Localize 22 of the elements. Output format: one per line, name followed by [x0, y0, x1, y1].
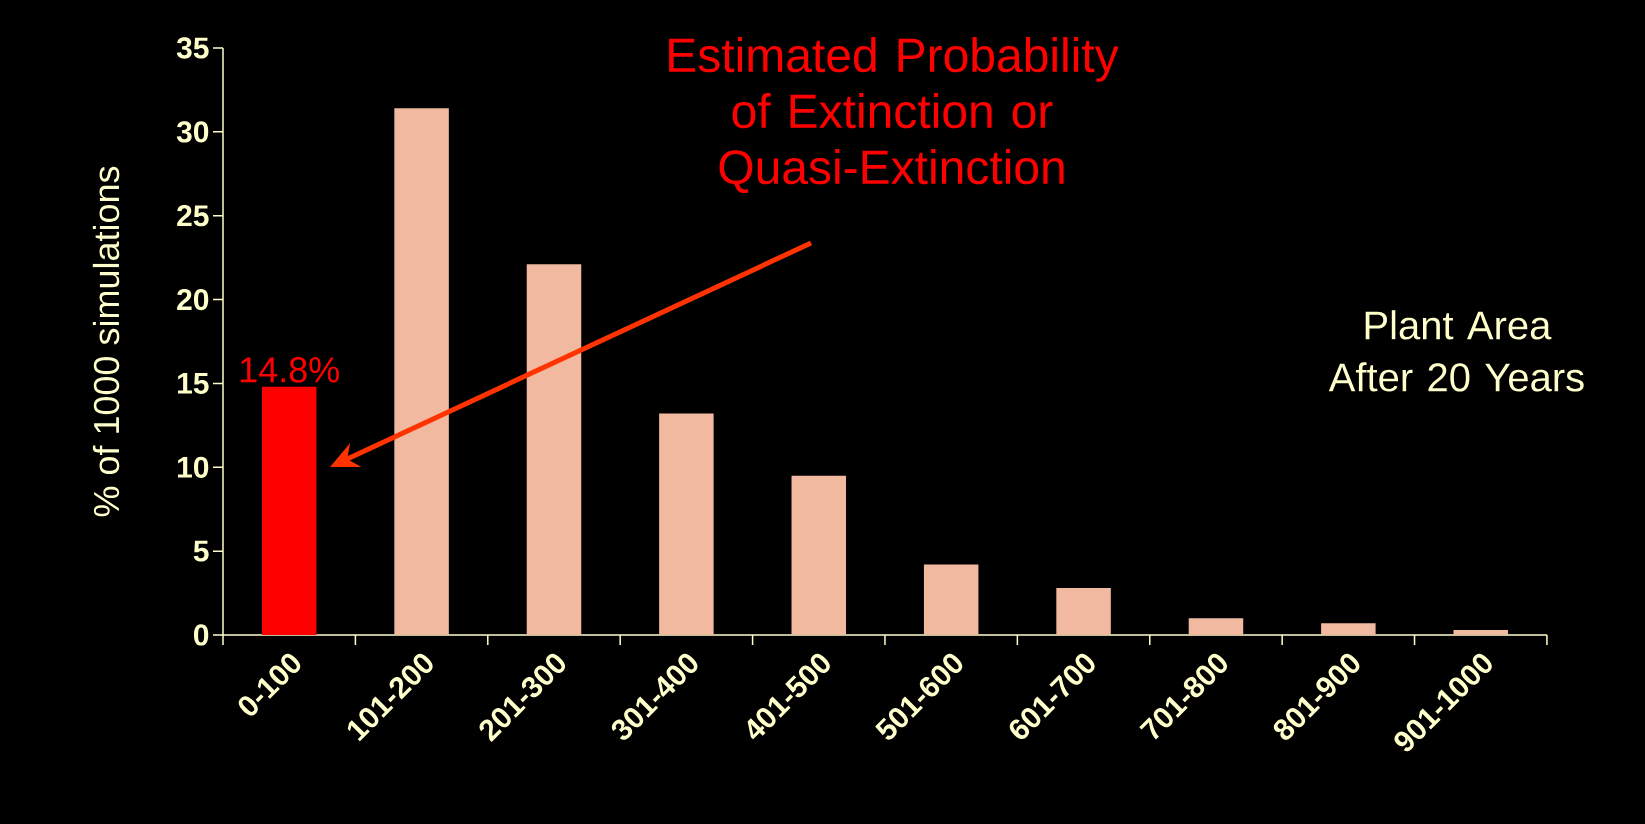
y-tick-label: 5: [193, 540, 209, 562]
y-tick-label: 30: [176, 121, 209, 143]
x-axis-title: Plant Area After 20 Years: [1328, 310, 1584, 392]
y-tick-label: 0: [193, 624, 209, 646]
bar: [1056, 588, 1111, 635]
bar: [1321, 623, 1376, 635]
bar: [923, 564, 979, 635]
bar: [659, 413, 714, 635]
y-tick-label: 20: [177, 288, 209, 311]
bar: [1453, 629, 1508, 635]
bar: [261, 386, 317, 635]
y-axis-title: % of 1000 simulations: [92, 166, 120, 517]
y-tick-label: 15: [178, 372, 209, 394]
bar: [526, 264, 582, 635]
annotation: Estimated Probability of Extinction or Quasi-Extinction: [669, 37, 1119, 193]
data-label: 14.8%: [240, 357, 339, 383]
y-tick-label: 10: [178, 456, 209, 478]
bar: [1188, 618, 1244, 635]
bar: [394, 108, 449, 635]
y-tick-label: 35: [176, 37, 209, 59]
bar: [791, 475, 847, 635]
y-tick-label: 25: [177, 205, 209, 227]
